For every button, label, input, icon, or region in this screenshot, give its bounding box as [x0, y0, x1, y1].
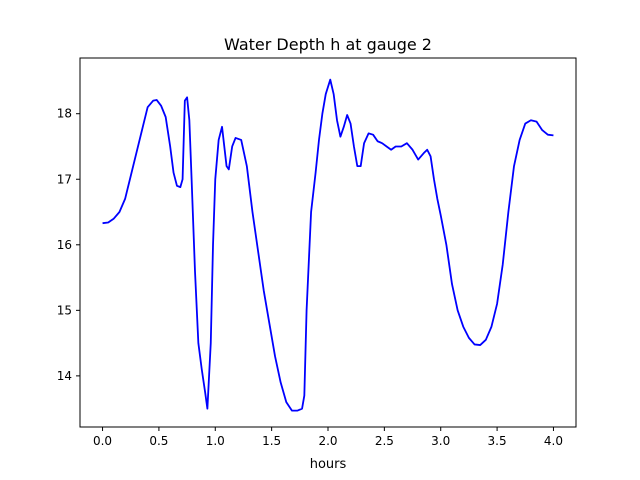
x-tick-label: 3.5	[488, 434, 507, 448]
x-tick-label: 1.0	[206, 434, 225, 448]
series-group	[102, 78, 554, 412]
x-tick-label: 0.0	[93, 434, 112, 448]
y-axis-ticks: 14 15 16 17 18	[57, 107, 80, 383]
x-tick-label: 1.5	[262, 434, 281, 448]
y-tick-label: 15	[57, 303, 72, 317]
x-tick-label: 2.0	[318, 434, 337, 448]
x-tick-label: 4.0	[544, 434, 563, 448]
series-line	[102, 78, 554, 412]
x-axis-label: hours	[310, 457, 347, 472]
x-tick-label: 3.0	[431, 434, 450, 448]
y-tick-label: 18	[57, 107, 72, 121]
x-tick-label: 0.5	[149, 434, 168, 448]
x-tick-label: 2.5	[375, 434, 394, 448]
x-axis-ticks: 0.0 0.5 1.0 1.5 2.0 2.5 3.0 3.5 4.0	[93, 427, 563, 448]
y-tick-label: 17	[57, 172, 72, 186]
y-tick-label: 14	[57, 369, 72, 383]
plot-frame	[79, 57, 577, 428]
chart-title: Water Depth h at gauge 2	[224, 35, 432, 54]
y-tick-label: 16	[57, 238, 72, 252]
